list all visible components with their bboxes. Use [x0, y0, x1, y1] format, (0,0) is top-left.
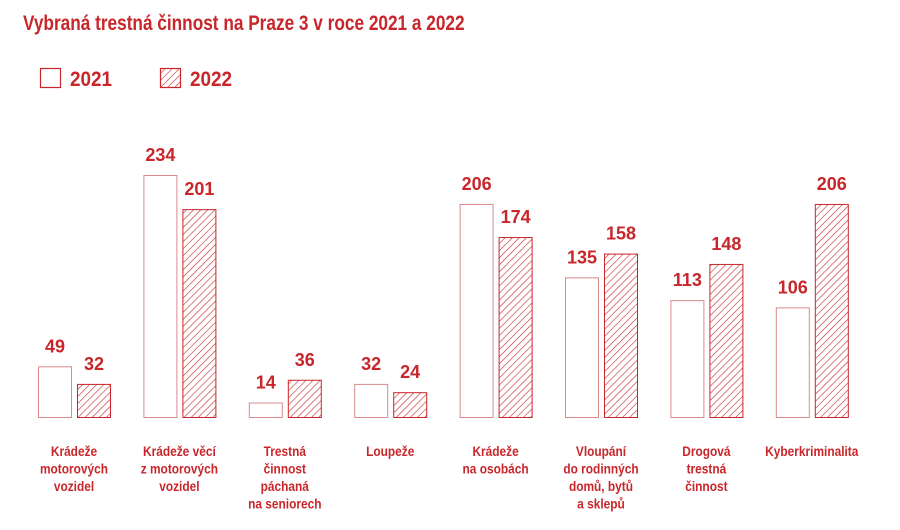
- data-label-2021-2: 14: [256, 373, 276, 393]
- bar-2022-6: [709, 263, 744, 419]
- data-label-2022-1: 201: [184, 179, 214, 199]
- data-label-2022-3: 24: [400, 362, 420, 382]
- data-label-2021-5: 135: [567, 247, 597, 267]
- category-label: Krádeže věcí: [143, 443, 216, 459]
- chart-title: Vybraná trestná činnost na Praze 3 v roc…: [23, 12, 465, 35]
- bar-2022-5: [604, 253, 638, 418]
- data-label-2022-6: 148: [711, 234, 741, 254]
- category-label: trestná: [687, 461, 727, 477]
- bar-2022-1: [182, 209, 217, 418]
- category-label: Krádeže: [51, 443, 97, 459]
- legend-swatch-2022: [159, 67, 182, 89]
- data-label-2021-6: 113: [673, 270, 702, 290]
- category-label: činnost: [264, 461, 307, 477]
- bar-2022-4: [498, 237, 533, 418]
- category-label: Vloupání: [576, 443, 627, 459]
- category-label: Trestná: [264, 443, 307, 459]
- bar-2021-2: [248, 402, 283, 418]
- category-label: Krádeže: [472, 443, 518, 459]
- category-label: vozidel: [159, 478, 199, 494]
- category-label: Drogová: [682, 443, 731, 459]
- category-label: Loupeže: [366, 443, 414, 459]
- category-label: motorových: [40, 461, 108, 477]
- category-label: činnost: [685, 478, 728, 494]
- data-label-2022-5: 158: [606, 224, 636, 244]
- bar-2022-3: [393, 392, 428, 418]
- bar-2021-7: [775, 307, 810, 418]
- data-label-2022-4: 174: [501, 207, 531, 227]
- legend-label-2022: 2022: [190, 68, 232, 91]
- bar-2021-4: [459, 203, 494, 418]
- category-label: do rodinných: [563, 461, 638, 477]
- category-label: a sklepů: [577, 496, 625, 512]
- bar-2021-1: [143, 175, 178, 418]
- bar-2021-0: [38, 366, 72, 419]
- legend-swatch-2021: [39, 67, 62, 89]
- category-label: domů, bytů: [569, 478, 633, 494]
- category-label: z motorových: [141, 461, 218, 477]
- data-label-2022-7: 206: [817, 174, 847, 194]
- data-label-2021-1: 234: [145, 145, 175, 165]
- bar-2021-6: [670, 300, 705, 418]
- data-label-2021-4: 206: [462, 174, 492, 194]
- data-label-2021-3: 32: [361, 354, 381, 374]
- bar-2021-3: [354, 383, 389, 418]
- category-label: páchaná: [261, 478, 310, 494]
- category-label: Kyberkriminalita: [765, 443, 859, 459]
- data-label-2022-0: 32: [84, 354, 104, 374]
- bar-2022-0: [77, 383, 111, 418]
- data-label-2021-7: 106: [778, 277, 808, 297]
- bar-2022-7: [814, 203, 849, 418]
- legend-label-2021: 2021: [70, 68, 112, 91]
- bar-2022-2: [287, 379, 322, 418]
- category-label: na osobách: [463, 461, 529, 477]
- bar-2021-5: [565, 277, 599, 418]
- data-label-2022-2: 36: [295, 350, 315, 370]
- category-label: na seniorech: [248, 496, 321, 512]
- data-label-2021-0: 49: [45, 336, 65, 356]
- category-label: vozidel: [54, 478, 94, 494]
